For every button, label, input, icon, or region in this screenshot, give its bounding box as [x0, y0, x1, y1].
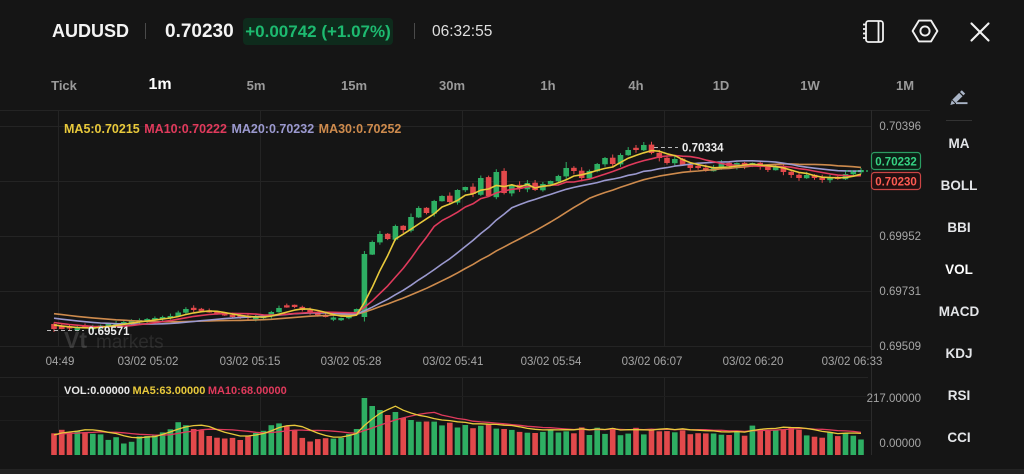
svg-text:03/02 05:28: 03/02 05:28: [321, 356, 382, 368]
svg-text:217.00000: 217.00000: [867, 393, 921, 405]
svg-text:markets: markets: [96, 332, 164, 353]
svg-text:0.70230: 0.70230: [875, 177, 917, 189]
svg-text:0.00000: 0.00000: [879, 438, 921, 450]
svg-text:03/02 06:20: 03/02 06:20: [723, 356, 784, 368]
svg-text:04:49: 04:49: [46, 356, 75, 368]
svg-text:03/02 05:02: 03/02 05:02: [118, 356, 179, 368]
svg-text:0.69952: 0.69952: [879, 231, 921, 243]
svg-text:0.70232: 0.70232: [875, 157, 917, 169]
svg-text:0.69509: 0.69509: [879, 341, 921, 353]
svg-text:Vt: Vt: [64, 327, 87, 353]
svg-text:03/02 05:41: 03/02 05:41: [423, 356, 484, 368]
svg-text:03/02 05:54: 03/02 05:54: [521, 356, 582, 368]
svg-text:0.69731: 0.69731: [879, 286, 921, 298]
svg-text:0.70396: 0.70396: [879, 121, 921, 133]
svg-text:03/02 06:07: 03/02 06:07: [622, 356, 683, 368]
svg-text:0.69571: 0.69571: [88, 326, 130, 338]
svg-text:03/02 05:15: 03/02 05:15: [220, 356, 281, 368]
svg-text:03/02 06:33: 03/02 06:33: [822, 356, 883, 368]
svg-text:0.70334: 0.70334: [682, 143, 724, 155]
